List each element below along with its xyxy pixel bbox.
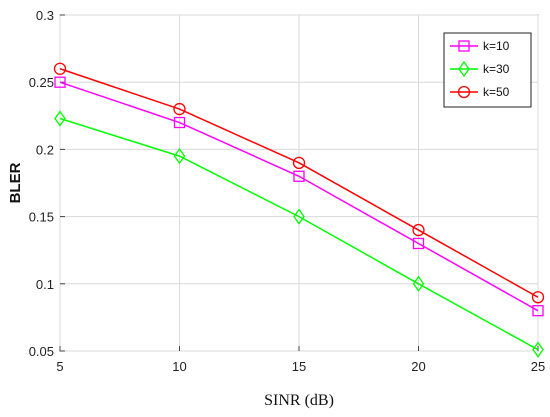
x-tick-label: 10	[172, 359, 186, 374]
series-k-50	[53, 62, 545, 304]
y-tick-label: 0.1	[36, 277, 54, 292]
data-point-k-30	[532, 341, 544, 358]
data-point-k-30	[54, 110, 66, 127]
series-k-30	[54, 110, 544, 358]
x-axis-label: SINR (dB)	[264, 392, 334, 409]
x-tick-label: 25	[531, 359, 545, 374]
data-point-k-10	[532, 305, 544, 317]
y-axis-ticks: 0.05 0.1 0.15 0.2 0.25 0.3	[29, 8, 65, 359]
data-point-k-10	[173, 116, 186, 129]
legend-label-k-10: k=10	[483, 39, 510, 53]
data-point-k-10	[412, 237, 425, 250]
data-point-k-30	[293, 208, 305, 225]
legend-marker-k-30	[458, 60, 470, 78]
series-line-k-50	[59, 68, 539, 298]
data-point-k-10	[54, 76, 66, 88]
data-point-k-50	[412, 223, 425, 237]
data-point-k-30	[412, 275, 425, 292]
legend-marker-k-50	[457, 85, 471, 99]
series-k-10	[54, 76, 544, 317]
y-tick-label: 0.25	[29, 75, 54, 90]
legend-label-k-30: k=30	[483, 62, 510, 76]
y-tick-label: 0.3	[36, 8, 54, 23]
data-point-k-50	[292, 156, 306, 169]
y-tick-label: 0.05	[29, 344, 54, 359]
data-point-k-10	[293, 170, 305, 182]
legend-label-k-50: k=50	[483, 85, 510, 99]
legend-marker-k-10	[458, 40, 470, 52]
x-tick-label: 20	[411, 359, 425, 374]
series-group	[53, 62, 545, 358]
legend: k=10 k=30 k=50	[443, 32, 532, 108]
y-axis-label: BLER	[7, 162, 24, 203]
data-point-k-50	[173, 102, 186, 116]
series-line-k-30	[59, 117, 539, 351]
grid-lines	[59, 14, 539, 352]
x-axis-ticks: 5 10 15 20 25	[56, 346, 545, 374]
x-tick-label: 5	[56, 359, 63, 374]
data-point-k-50	[531, 291, 545, 304]
x-tick-label: 15	[292, 359, 306, 374]
series-line-k-10	[59, 81, 539, 312]
y-tick-label: 0.2	[36, 142, 54, 157]
data-point-k-30	[173, 148, 186, 165]
y-tick-label: 0.15	[29, 210, 54, 225]
data-point-k-50	[53, 62, 67, 75]
